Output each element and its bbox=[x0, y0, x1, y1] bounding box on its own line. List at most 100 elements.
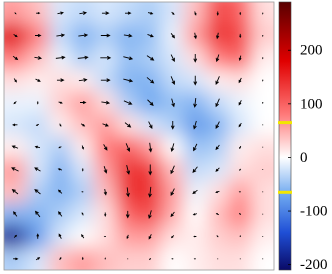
heatmap-cell bbox=[161, 2, 185, 25]
velocity-arrow bbox=[80, 100, 87, 105]
velocity-arrow bbox=[100, 33, 111, 38]
velocity-arrow bbox=[192, 166, 198, 174]
colorbar-tick-label: -200 bbox=[300, 257, 328, 273]
velocity-arrow bbox=[100, 78, 111, 83]
velocity-arrow bbox=[238, 122, 242, 128]
velocity-arrow bbox=[192, 213, 198, 216]
velocity-arrow bbox=[147, 99, 154, 106]
velocity-arrow bbox=[238, 100, 242, 106]
velocity-arrow bbox=[238, 77, 242, 84]
velocity-arrow bbox=[170, 165, 175, 175]
velocity-arrow bbox=[148, 186, 152, 198]
velocity-arrow bbox=[215, 213, 220, 216]
velocity-arrow bbox=[78, 78, 88, 82]
velocity-arrow bbox=[193, 32, 197, 40]
velocity-arrow bbox=[192, 189, 198, 195]
velocity-arrow bbox=[35, 123, 40, 126]
velocity-arrow bbox=[77, 55, 89, 60]
velocity-arrow bbox=[123, 33, 133, 38]
velocity-arrow bbox=[12, 123, 18, 127]
velocity-arrow bbox=[103, 166, 108, 174]
velocity-arrow bbox=[148, 164, 153, 176]
velocity-arrow bbox=[215, 121, 220, 130]
velocity-arrow bbox=[193, 235, 197, 238]
velocity-arrow bbox=[170, 188, 175, 197]
velocity-arrow bbox=[34, 56, 43, 60]
velocity-arrow bbox=[238, 212, 242, 216]
velocity-arrow bbox=[59, 123, 62, 127]
velocity-arrow bbox=[14, 12, 17, 15]
velocity-arrow bbox=[194, 11, 197, 16]
colorbar-tick-label: -100 bbox=[300, 203, 328, 219]
velocity-arrow bbox=[13, 34, 18, 38]
velocity-arrow bbox=[215, 144, 220, 151]
velocity-arrow bbox=[126, 234, 129, 240]
velocity-arrow bbox=[56, 78, 65, 83]
velocity-arrow bbox=[35, 33, 42, 38]
velocity-arrow bbox=[57, 211, 63, 217]
velocity-arrow bbox=[36, 233, 40, 239]
velocity-arrow bbox=[103, 188, 107, 196]
velocity-arrow bbox=[36, 101, 39, 105]
velocity-arrow bbox=[103, 144, 108, 151]
velocity-arrow bbox=[171, 98, 175, 108]
velocity-arrow bbox=[12, 55, 19, 61]
velocity-arrow bbox=[13, 101, 17, 105]
velocity-arrow bbox=[13, 257, 19, 261]
velocity-arrow bbox=[215, 190, 220, 194]
velocity-arrow bbox=[215, 76, 220, 85]
velocity-arrow bbox=[11, 167, 19, 172]
velocity-arrow bbox=[170, 54, 175, 63]
velocity-arrow bbox=[123, 100, 133, 105]
velocity-arrow bbox=[13, 78, 17, 83]
velocity-arrow bbox=[58, 146, 62, 149]
velocity-arrow bbox=[125, 11, 132, 15]
velocity-arrow bbox=[35, 78, 41, 82]
velocity-arrow bbox=[238, 55, 242, 62]
velocity-arrow bbox=[123, 56, 134, 61]
velocity-arrow bbox=[34, 167, 41, 172]
heatmap-cell bbox=[116, 2, 140, 25]
velocity-arrow bbox=[12, 211, 18, 217]
velocity-arrow bbox=[216, 32, 220, 40]
heatmap-cell bbox=[94, 2, 118, 25]
velocity-arrow bbox=[57, 11, 64, 15]
velocity-arrow bbox=[81, 145, 84, 150]
velocity-arrow bbox=[146, 77, 155, 84]
velocity-arrow bbox=[215, 167, 220, 172]
velocity-arrow bbox=[126, 164, 131, 175]
velocity-arrow bbox=[148, 257, 152, 261]
velocity-arrow bbox=[34, 145, 41, 149]
velocity-arrow bbox=[35, 257, 41, 261]
heatmap-cell bbox=[184, 2, 208, 25]
colorbar-tick-label: 200 bbox=[300, 43, 323, 59]
velocity-arrow bbox=[148, 234, 152, 240]
velocity-arrow bbox=[148, 121, 153, 130]
velocity-arrow bbox=[57, 189, 63, 194]
velocity-arrow bbox=[170, 120, 175, 130]
velocity-arrow bbox=[148, 142, 153, 153]
velocity-arrow bbox=[216, 11, 219, 16]
velocity-arrow bbox=[147, 33, 154, 38]
velocity-arrow bbox=[58, 101, 63, 104]
heatmap bbox=[4, 2, 274, 270]
colorbar-tick-label: 100 bbox=[300, 96, 323, 112]
velocity-arrow bbox=[170, 143, 175, 152]
velocity-arrow bbox=[170, 33, 176, 39]
velocity-arrow bbox=[81, 168, 84, 172]
velocity-arrow bbox=[34, 210, 41, 218]
velocity-arrow bbox=[125, 210, 130, 219]
velocity-arrow bbox=[239, 33, 242, 39]
velocity-arrow bbox=[146, 55, 155, 61]
heatmap-cell bbox=[49, 2, 73, 25]
velocity-arrow bbox=[147, 11, 154, 15]
velocity-arrow bbox=[193, 98, 197, 108]
velocity-arrow bbox=[58, 233, 62, 239]
velocity-arrow bbox=[56, 33, 66, 38]
velocity-arrow bbox=[216, 235, 219, 238]
velocity-arrow bbox=[124, 122, 132, 128]
velocity-arrow bbox=[193, 143, 198, 152]
velocity-arrow bbox=[171, 11, 175, 15]
velocity-arrow bbox=[79, 11, 88, 15]
plot-frame bbox=[3, 1, 275, 271]
